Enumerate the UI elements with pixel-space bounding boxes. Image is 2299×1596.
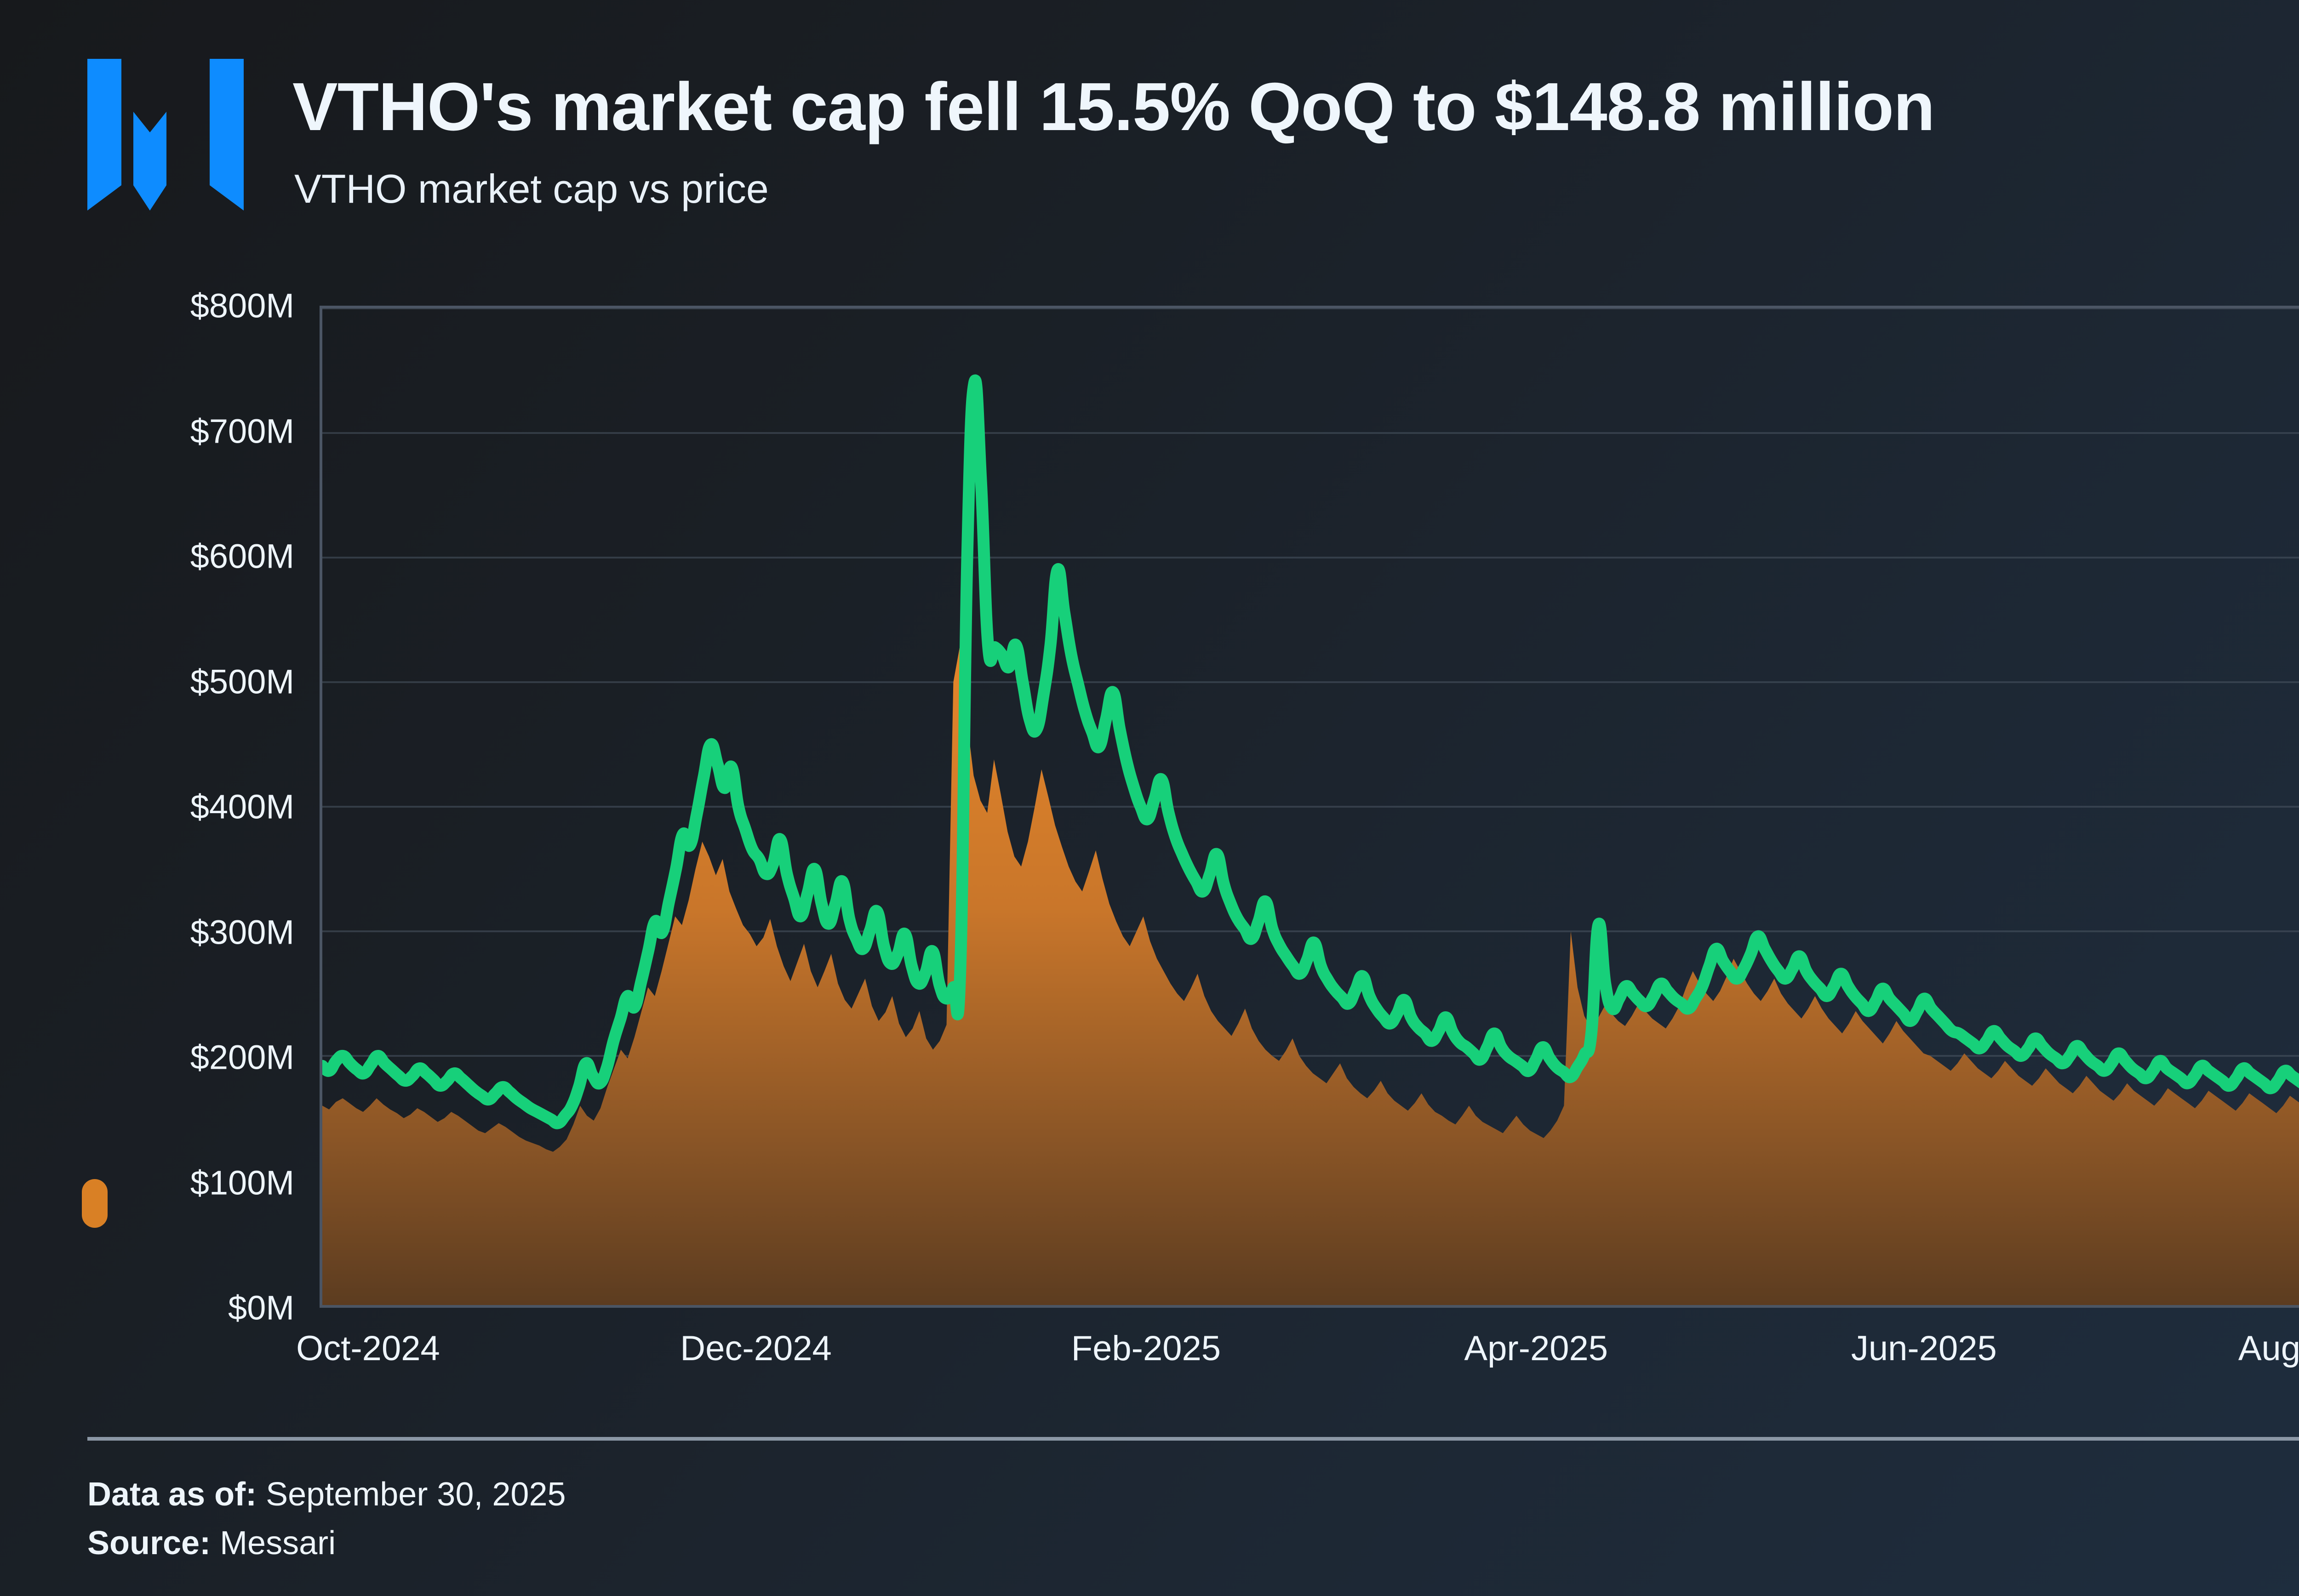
data-as-of-value: September 30, 2025 <box>257 1476 566 1513</box>
x-axis-tick: Jun-2025 <box>1851 1329 1997 1368</box>
left-axis-tick: $700M <box>190 412 294 450</box>
left-axis-tick: $200M <box>190 1038 294 1077</box>
left-axis-tick: $800M <box>190 286 294 325</box>
footer-meta: Data as of: September 30, 2025 Source: M… <box>87 1470 566 1568</box>
chart-region: Circulating Market Cap (USD) Price (USD)… <box>0 239 2299 1397</box>
x-axis-tick: Oct-2024 <box>296 1329 440 1368</box>
market-cap-legend-swatch <box>82 1179 108 1228</box>
x-axis-tick: Apr-2025 <box>1464 1329 1608 1368</box>
gridlines <box>322 308 2299 1181</box>
left-axis-tick: $0M <box>228 1288 294 1327</box>
left-axis-tick: $300M <box>190 913 294 951</box>
x-axis-tick: Feb-2025 <box>1071 1329 1221 1368</box>
messari-logo <box>87 59 244 211</box>
left-axis-tick: $400M <box>190 787 294 826</box>
source-value: Messari <box>211 1525 336 1562</box>
x-axis-tick: Dec-2024 <box>680 1329 832 1368</box>
header: VTHO's market cap fell 15.5% QoQ to $148… <box>0 0 2299 239</box>
left-axis-tick: $600M <box>190 537 294 576</box>
price-line <box>322 374 2299 1129</box>
page-title: VTHO's market cap fell 15.5% QoQ to $148… <box>292 69 1935 145</box>
source-row: Source: Messari <box>87 1519 566 1568</box>
x-axis-tick-labels: Oct-2024 Dec-2024 Feb-2025 Apr-2025 Jun-2025… <box>0 1328 2299 1393</box>
data-as-of-row: Data as of: September 30, 2025 <box>87 1470 566 1519</box>
x-axis-tick: Aug-2025 <box>2238 1329 2299 1368</box>
market-cap-area <box>322 644 2299 1305</box>
left-axis-legend-group: Circulating Market Cap (USD) <box>69 556 124 1338</box>
data-as-of-label: Data as of: <box>87 1476 257 1513</box>
left-axis-tick: $100M <box>190 1163 294 1202</box>
source-label: Source: <box>87 1525 211 1562</box>
left-axis-tick-labels: $0M $100M $200M $300M $400M $500M $600M $700M $8… <box>0 239 294 1374</box>
footer-divider <box>87 1437 2299 1441</box>
plot-svg <box>322 308 2299 1305</box>
page-subtitle: VTHO market cap vs price <box>294 166 769 211</box>
left-axis-tick: $500M <box>190 662 294 701</box>
plot-area <box>320 306 2299 1308</box>
